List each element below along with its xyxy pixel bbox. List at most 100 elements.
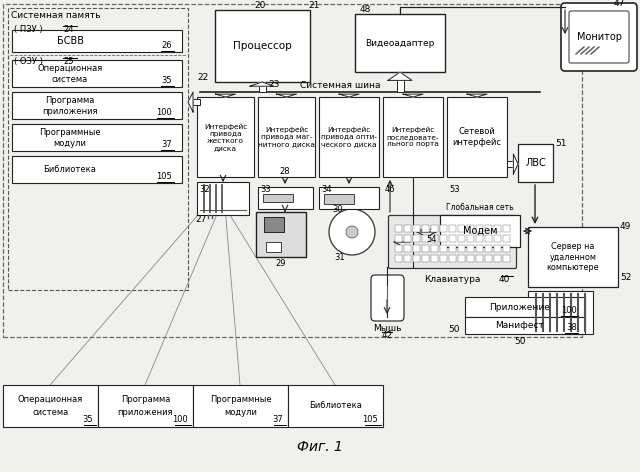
FancyBboxPatch shape xyxy=(494,225,501,232)
FancyBboxPatch shape xyxy=(467,235,474,242)
FancyBboxPatch shape xyxy=(467,255,474,262)
FancyBboxPatch shape xyxy=(431,225,438,232)
Text: Интерфейс
последовате-
льного порта: Интерфейс последовате- льного порта xyxy=(387,127,439,147)
Text: 53: 53 xyxy=(449,185,460,194)
FancyBboxPatch shape xyxy=(193,99,200,105)
Text: Мышь: Мышь xyxy=(372,324,401,333)
Text: Библиотека: Библиотека xyxy=(309,402,362,411)
FancyBboxPatch shape xyxy=(440,255,447,262)
FancyBboxPatch shape xyxy=(476,235,483,242)
FancyBboxPatch shape xyxy=(494,255,501,262)
Text: Фиг. 1: Фиг. 1 xyxy=(297,440,343,454)
FancyBboxPatch shape xyxy=(476,225,483,232)
Text: 35: 35 xyxy=(83,415,93,424)
Text: 21: 21 xyxy=(308,1,319,10)
Text: Программа: Программа xyxy=(121,395,170,404)
FancyBboxPatch shape xyxy=(12,92,182,119)
FancyBboxPatch shape xyxy=(431,235,438,242)
FancyBboxPatch shape xyxy=(193,385,288,427)
FancyBboxPatch shape xyxy=(395,225,402,232)
Text: 48: 48 xyxy=(360,6,371,15)
FancyBboxPatch shape xyxy=(561,3,637,71)
Text: Видеоадаптер: Видеоадаптер xyxy=(365,39,435,48)
FancyBboxPatch shape xyxy=(413,245,420,252)
Circle shape xyxy=(346,226,358,238)
Text: Программные
модули: Программные модули xyxy=(39,128,101,148)
Text: Системная память: Системная память xyxy=(11,11,100,20)
Text: Приложение: Приложение xyxy=(490,303,550,312)
FancyBboxPatch shape xyxy=(422,225,429,232)
FancyBboxPatch shape xyxy=(503,245,510,252)
FancyBboxPatch shape xyxy=(458,245,465,252)
FancyBboxPatch shape xyxy=(12,156,182,183)
FancyBboxPatch shape xyxy=(355,14,445,72)
Text: 34: 34 xyxy=(321,185,332,194)
FancyBboxPatch shape xyxy=(422,255,429,262)
FancyBboxPatch shape xyxy=(12,124,182,151)
FancyBboxPatch shape xyxy=(431,255,438,262)
FancyBboxPatch shape xyxy=(494,235,501,242)
Text: ( ОЗУ ): ( ОЗУ ) xyxy=(14,57,51,66)
Text: 100: 100 xyxy=(172,415,188,424)
Polygon shape xyxy=(276,94,296,97)
FancyBboxPatch shape xyxy=(395,235,402,242)
FancyBboxPatch shape xyxy=(485,235,492,242)
FancyBboxPatch shape xyxy=(465,317,585,334)
FancyBboxPatch shape xyxy=(413,225,420,232)
Text: Глобальная сеть: Глобальная сеть xyxy=(446,203,514,212)
Text: 38: 38 xyxy=(566,323,577,332)
Polygon shape xyxy=(403,94,423,97)
FancyBboxPatch shape xyxy=(474,94,480,97)
FancyBboxPatch shape xyxy=(319,97,379,177)
Text: Программа
приложения: Программа приложения xyxy=(42,96,98,116)
FancyBboxPatch shape xyxy=(422,245,429,252)
Polygon shape xyxy=(339,94,359,97)
Text: Интерфейс
привода опти-
ческого диска: Интерфейс привода опти- ческого диска xyxy=(321,127,377,147)
FancyBboxPatch shape xyxy=(397,80,403,92)
FancyBboxPatch shape xyxy=(404,235,411,242)
Text: 49: 49 xyxy=(620,222,632,231)
Text: 105: 105 xyxy=(156,172,172,181)
FancyBboxPatch shape xyxy=(458,235,465,242)
Polygon shape xyxy=(513,154,518,174)
FancyBboxPatch shape xyxy=(413,255,420,262)
Text: 28: 28 xyxy=(280,167,291,176)
Text: 31: 31 xyxy=(334,253,344,262)
Text: Программные: Программные xyxy=(210,395,271,404)
Text: 100: 100 xyxy=(156,108,172,117)
FancyBboxPatch shape xyxy=(215,10,310,82)
FancyBboxPatch shape xyxy=(422,235,429,242)
FancyBboxPatch shape xyxy=(528,227,618,287)
Text: 27: 27 xyxy=(195,215,206,224)
Text: Манифест: Манифест xyxy=(495,320,545,329)
Text: приложения: приложения xyxy=(118,408,173,417)
FancyBboxPatch shape xyxy=(404,245,411,252)
FancyBboxPatch shape xyxy=(518,144,553,182)
Text: Системная шина: Системная шина xyxy=(300,81,380,90)
FancyBboxPatch shape xyxy=(413,235,420,242)
FancyBboxPatch shape xyxy=(395,255,402,262)
Polygon shape xyxy=(188,92,193,112)
FancyBboxPatch shape xyxy=(263,194,293,202)
FancyBboxPatch shape xyxy=(467,225,474,232)
FancyBboxPatch shape xyxy=(388,216,516,269)
Text: 37: 37 xyxy=(161,140,172,149)
FancyBboxPatch shape xyxy=(346,94,352,97)
Text: БСВВ: БСВВ xyxy=(56,36,83,46)
FancyBboxPatch shape xyxy=(528,291,593,334)
FancyBboxPatch shape xyxy=(288,385,383,427)
Text: система: система xyxy=(33,408,68,417)
Polygon shape xyxy=(388,72,412,80)
FancyBboxPatch shape xyxy=(440,235,447,242)
FancyBboxPatch shape xyxy=(476,245,483,252)
Text: 20: 20 xyxy=(254,0,266,9)
Text: 42: 42 xyxy=(381,331,392,340)
FancyBboxPatch shape xyxy=(503,235,510,242)
Text: Операционная
система: Операционная система xyxy=(37,64,102,84)
Text: 51: 51 xyxy=(555,139,566,148)
FancyBboxPatch shape xyxy=(503,225,510,232)
FancyBboxPatch shape xyxy=(449,235,456,242)
Text: 30: 30 xyxy=(332,205,342,214)
Text: модули: модули xyxy=(224,408,257,417)
Text: Сетевой
интерфейс: Сетевой интерфейс xyxy=(452,127,502,147)
